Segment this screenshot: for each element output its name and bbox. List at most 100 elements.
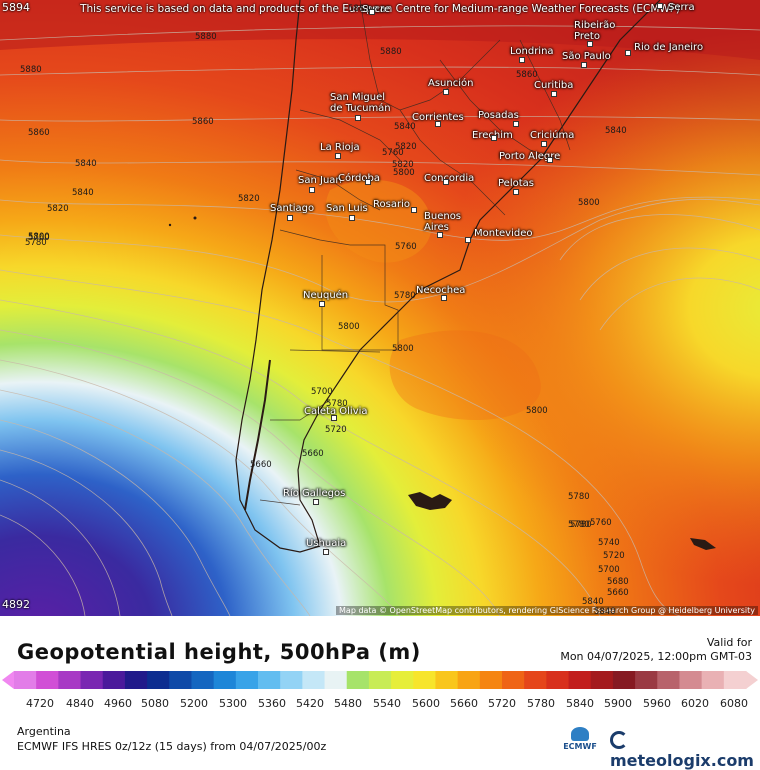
scale-swatch xyxy=(368,671,392,689)
scale-swatch xyxy=(102,671,126,689)
city-label: São Paulo xyxy=(562,51,611,62)
scale-tick-label: 5480 xyxy=(334,697,362,710)
scale-tick-label: 5900 xyxy=(604,697,632,710)
city-marker[interactable] xyxy=(323,549,329,555)
contour-label: 5720 xyxy=(603,551,625,561)
scale-swatch xyxy=(324,671,348,689)
city-label: Ribeirão Preto xyxy=(574,20,616,42)
city-marker[interactable] xyxy=(587,41,593,47)
scale-swatch xyxy=(435,671,459,689)
city-marker[interactable] xyxy=(411,207,417,213)
meteologix-brand-text: meteologix.com xyxy=(610,751,754,770)
min-value-label: 4892 xyxy=(2,598,30,611)
scale-swatch xyxy=(147,671,170,689)
scale-swatch xyxy=(302,671,326,689)
scale-swatch xyxy=(546,671,570,689)
city-label: San Luis xyxy=(326,203,368,214)
contour-label: 5800 xyxy=(578,198,600,208)
scale-swatch xyxy=(502,671,525,689)
city-label: Curitiba xyxy=(534,80,574,91)
ecmwf-banner: This service is based on data and produc… xyxy=(80,3,680,15)
scale-tick-label: 6080 xyxy=(720,697,748,710)
city-marker[interactable] xyxy=(443,89,449,95)
weather-map[interactable]: This service is based on data and produc… xyxy=(0,0,760,616)
city-marker[interactable] xyxy=(309,187,315,193)
city-marker[interactable] xyxy=(355,115,361,121)
valid-time: Mon 04/07/2025, 12:00pm GMT-03 xyxy=(560,650,752,663)
scale-tick-label: 5420 xyxy=(296,697,324,710)
city-marker[interactable] xyxy=(313,499,319,505)
scale-tick-label: 5780 xyxy=(527,697,555,710)
city-marker[interactable] xyxy=(335,153,341,159)
city-label: San Miguel de Tucumán xyxy=(330,92,391,114)
city-marker[interactable] xyxy=(349,215,355,221)
contour-label: 5760 xyxy=(395,242,417,252)
city-marker[interactable] xyxy=(541,141,547,147)
city-marker[interactable] xyxy=(435,121,441,127)
contour-label: 5780 xyxy=(568,492,590,502)
city-label: Criciúma xyxy=(530,130,575,141)
scale-tick-label: 5660 xyxy=(450,697,478,710)
city-label: Córdoba xyxy=(338,173,380,184)
city-marker[interactable] xyxy=(513,121,519,127)
city-marker[interactable] xyxy=(513,189,519,195)
scale-tick-label: 5300 xyxy=(219,697,247,710)
scale-swatch xyxy=(723,671,747,689)
contour-label: 5860 xyxy=(28,128,50,138)
contour-label: 5860 xyxy=(516,70,538,80)
contour-label: 5780 xyxy=(25,238,47,248)
city-label: Montevideo xyxy=(474,228,533,239)
contour-label: 5840 xyxy=(72,188,94,198)
scale-swatch xyxy=(258,671,281,689)
contour-label: 5720 xyxy=(325,425,347,435)
contour-label: 5820 xyxy=(238,194,260,204)
scale-swatch xyxy=(124,671,148,689)
city-label: Rosario xyxy=(373,199,410,210)
ecmwf-logo-icon xyxy=(571,727,589,741)
city-marker[interactable] xyxy=(625,50,631,56)
scale-tick-label: 5960 xyxy=(643,697,671,710)
city-label: Posadas xyxy=(478,110,519,121)
city-label: Neuquén xyxy=(303,290,349,301)
contour-label: 5800 xyxy=(338,322,360,332)
city-marker[interactable] xyxy=(369,9,375,15)
city-label: Caleta Olivia xyxy=(304,406,368,417)
scale-swatch xyxy=(657,671,680,689)
scale-swatch xyxy=(169,671,192,689)
city-marker[interactable] xyxy=(465,237,471,243)
contour-label: 5760 xyxy=(28,233,50,243)
scale-tick-label: 5720 xyxy=(488,697,516,710)
contour-label: 5780 xyxy=(326,399,348,409)
contour-label: 5840 xyxy=(594,607,616,616)
city-marker[interactable] xyxy=(551,91,557,97)
city-marker[interactable] xyxy=(491,135,497,141)
city-label: Pelotas xyxy=(498,178,534,189)
scale-swatch xyxy=(280,671,303,689)
city-label: Ushuaia xyxy=(306,538,347,549)
city-label: Río Gallegos xyxy=(283,488,346,499)
contour-label: 5660 xyxy=(250,460,272,470)
city-marker[interactable] xyxy=(331,415,337,421)
scale-tick-label: 5360 xyxy=(258,697,286,710)
city-marker[interactable] xyxy=(287,215,293,221)
contour-label: 5880 xyxy=(20,65,42,75)
city-marker[interactable] xyxy=(657,3,663,9)
contour-label: 5840 xyxy=(394,122,416,132)
city-marker[interactable] xyxy=(443,179,449,185)
meteologix-c-icon xyxy=(610,731,628,749)
city-marker[interactable] xyxy=(581,62,587,68)
scale-tick-label: 4960 xyxy=(104,697,132,710)
contour-label: 5760 xyxy=(382,148,404,158)
meteologix-brand[interactable]: meteologix.com xyxy=(610,731,760,770)
city-marker[interactable] xyxy=(319,301,325,307)
map-attribution[interactable]: Map data © OpenStreetMap contributors, r… xyxy=(336,606,758,615)
city-marker[interactable] xyxy=(365,179,371,185)
city-label: Londrina xyxy=(510,46,554,57)
city-marker[interactable] xyxy=(519,57,525,63)
city-marker[interactable] xyxy=(441,295,447,301)
city-marker[interactable] xyxy=(547,157,553,163)
city-marker[interactable] xyxy=(437,232,443,238)
contour-label: 5880 xyxy=(380,47,402,57)
region-label: Argentina xyxy=(17,725,71,738)
city-label: San Juan xyxy=(298,175,342,186)
